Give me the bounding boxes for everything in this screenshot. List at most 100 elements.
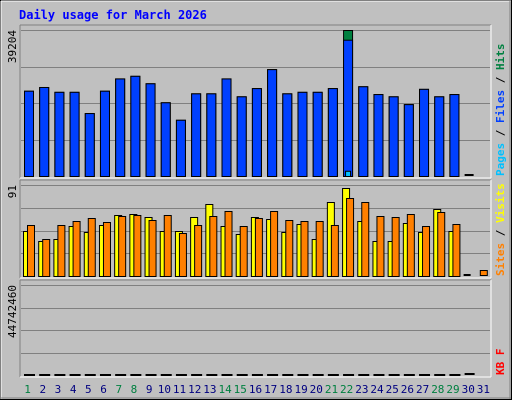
x-tick-label: 20 — [310, 383, 323, 396]
bar-files-day-27 — [419, 88, 430, 177]
x-tick-label: 16 — [249, 383, 262, 396]
x-tick-label: 25 — [386, 383, 399, 396]
series-files — [24, 39, 460, 178]
series-kb-f — [24, 373, 475, 376]
bar-files-day-23 — [358, 86, 369, 177]
bar-files-day-28 — [434, 96, 445, 177]
bar-pages-day-22 — [345, 170, 352, 177]
x-tick-label: 23 — [355, 383, 368, 396]
x-tick-label: 27 — [416, 383, 429, 396]
x-tick-label: 28 — [431, 383, 444, 396]
bar-sites-day-3 — [57, 225, 66, 277]
bar-sites-day-4 — [72, 221, 81, 277]
panel-middle: 91 Sites / Visits — [6, 179, 507, 279]
bar-kb-f-day-23 — [358, 374, 370, 376]
bar-kb-f-day-13 — [206, 374, 218, 376]
bar-kb-f-day-8 — [130, 374, 142, 376]
bar-kb-f-day-12 — [191, 374, 203, 376]
legend-item-visits: Visits — [494, 183, 507, 223]
bar-sites-day-6 — [102, 222, 111, 277]
legend-item-sites: Sites — [494, 243, 507, 276]
x-tick-label: 17 — [264, 383, 277, 396]
bar-kb-f-day-15 — [236, 374, 248, 376]
legend-item-pages: Pages — [494, 143, 507, 176]
bar-sites-day-2 — [42, 239, 51, 277]
bar-files-day-14 — [221, 78, 232, 177]
bar-files-day-6 — [99, 90, 110, 177]
bar-files-day-24 — [373, 94, 384, 177]
x-tick-label: 8 — [131, 383, 138, 396]
bar-hits-day-30 — [464, 174, 474, 176]
y-axis-max-label: 44742460 — [6, 285, 19, 338]
bar-files-day-4 — [69, 91, 80, 177]
panel-bottom: 44742460 KB F — [6, 279, 507, 378]
bar-sites-day-14 — [224, 211, 233, 277]
bar-files-day-20 — [312, 91, 323, 177]
panel-top: 39204 Pages / Files / Hits — [6, 24, 507, 179]
bar-sites-day-13 — [209, 216, 218, 277]
bar-sites-day-29 — [452, 224, 461, 277]
bar-kb-f-day-16 — [251, 374, 263, 376]
bar-files-day-29 — [449, 94, 460, 177]
x-tick-label: 4 — [70, 383, 77, 396]
bar-kb-f-day-10 — [160, 374, 172, 376]
bar-files-day-19 — [297, 91, 308, 177]
x-tick-label: 21 — [325, 383, 338, 396]
x-tick-label: 6 — [100, 383, 107, 396]
bar-kb-f-day-5 — [84, 374, 96, 376]
bar-kb-f-day-7 — [115, 374, 127, 376]
bar-sites-day-22 — [346, 198, 355, 277]
bar-sites-day-15 — [239, 226, 248, 277]
bar-kb-f-day-19 — [297, 374, 309, 376]
legend-text: KB F — [494, 349, 507, 376]
bar-files-day-13 — [206, 93, 217, 177]
bar-kb-f-day-28 — [434, 374, 446, 376]
bar-kb-f-day-29 — [449, 374, 461, 376]
bar-sites-day-27 — [422, 226, 431, 277]
bar-sites-day-25 — [391, 217, 400, 277]
bar-files-day-9 — [145, 83, 156, 177]
x-tick-label: 31 — [477, 383, 490, 396]
bar-sites-day-12 — [194, 225, 203, 277]
bar-kb-f-day-1 — [24, 374, 35, 376]
legend-item-kb-f: KB F — [494, 349, 507, 376]
bar-sites-day-28 — [437, 212, 446, 277]
x-tick-label: 5 — [85, 383, 92, 396]
bar-files-day-26 — [403, 104, 414, 177]
bar-files-day-5 — [84, 113, 95, 177]
legend-item-files: Files — [494, 90, 507, 123]
bar-kb-f-day-25 — [388, 374, 400, 376]
x-tick-label: 2 — [39, 383, 46, 396]
x-tick-label: 24 — [370, 383, 384, 396]
bar-kb-f-day-11 — [175, 374, 187, 376]
panel-background — [20, 280, 491, 377]
x-tick-label: 12 — [188, 383, 201, 396]
legend-separator: / — [494, 123, 507, 143]
x-tick-label: 13 — [203, 383, 216, 396]
bar-kb-f-day-24 — [373, 374, 385, 376]
x-tick-label: 15 — [234, 383, 247, 396]
bar-kb-f-day-2 — [39, 374, 51, 376]
bar-kb-f-day-14 — [221, 374, 233, 376]
x-tick-label: 7 — [115, 383, 122, 396]
bar-sites-day-19 — [300, 221, 309, 277]
bar-sites-day-1 — [27, 225, 35, 277]
chart-title: Daily usage for March 2026 — [19, 8, 207, 22]
bar-sites-day-17 — [270, 211, 279, 277]
legend-text: Sites / Visits — [494, 183, 507, 276]
bar-sites-day-21 — [330, 225, 339, 277]
bar-files-day-3 — [54, 91, 65, 177]
bar-files-day-7 — [115, 78, 126, 177]
x-tick-label: 29 — [446, 383, 459, 396]
legend-bottom: KB F — [494, 349, 507, 376]
bar-kb-f-day-18 — [282, 374, 294, 376]
x-tick-label: 3 — [55, 383, 62, 396]
legend-middle: Sites / Visits — [494, 183, 507, 276]
bar-sites-day-7 — [118, 216, 127, 277]
series-sites — [27, 198, 461, 277]
bar-files-day-2 — [39, 86, 50, 177]
panels: 39204 Pages / Files / Hits 91 Sites / Visit… — [6, 24, 507, 378]
bar-sites-day-23 — [361, 202, 370, 277]
